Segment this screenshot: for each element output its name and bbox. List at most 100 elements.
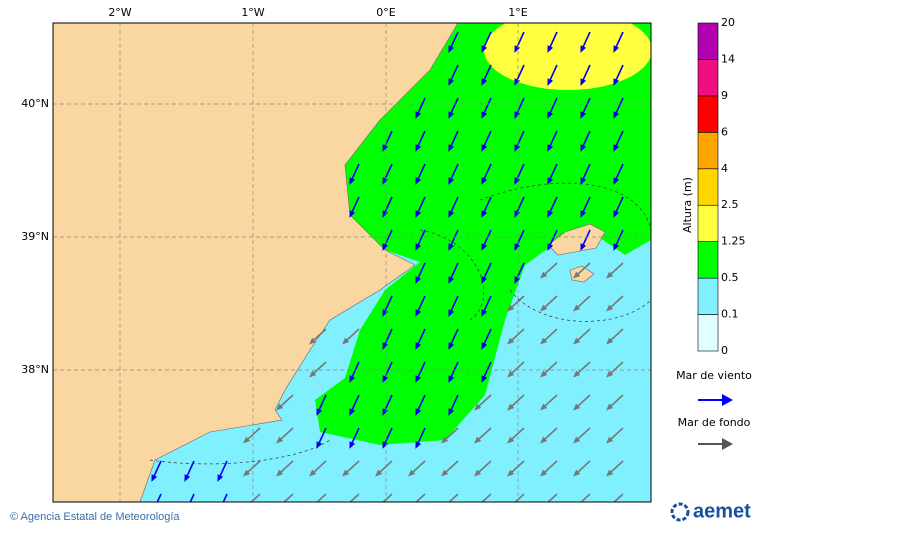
- wave-arrow-head: [276, 503, 283, 510]
- wave-arrow-head: [481, 243, 488, 251]
- wave-arrow-head: [243, 436, 251, 444]
- legend-arrow-head: [722, 394, 733, 406]
- wave-arrow-head: [375, 469, 383, 477]
- wave-arrow: [316, 493, 327, 502]
- wave-arrow-head: [507, 403, 515, 411]
- wave-arrow-head: [243, 503, 250, 510]
- wave-arrow-head: [573, 370, 581, 378]
- wave-arrow-head: [606, 370, 614, 378]
- wave-arrow-head: [382, 342, 389, 350]
- wave-arrow-head: [507, 436, 515, 444]
- wave-arrow-head: [349, 441, 356, 449]
- wave-arrow-head: [507, 370, 515, 378]
- wave-arrow-head: [514, 210, 521, 218]
- wave-arrow-head: [309, 469, 317, 477]
- colorbar-band: [697, 132, 719, 170]
- wave-arrow-head: [613, 111, 620, 119]
- wave-arrow-head: [382, 177, 389, 185]
- wave-arrow: [448, 493, 459, 502]
- wave-arrow-head: [613, 144, 620, 152]
- wave-arrow-head: [151, 474, 158, 482]
- wave-arrow-head: [540, 403, 548, 411]
- wave-arrow-head: [309, 370, 317, 378]
- wave-arrow-head: [309, 337, 317, 345]
- wave-arrow: [222, 493, 228, 502]
- colorbar-band: [697, 168, 719, 206]
- wave-arrow-head: [382, 441, 389, 449]
- wave-arrow-head: [448, 111, 455, 119]
- wave-arrow-head: [184, 474, 191, 482]
- wave-arrow-head: [415, 276, 422, 284]
- wave-arrow-head: [382, 210, 389, 218]
- wave-arrow-head: [474, 403, 482, 411]
- wave-arrow-head: [613, 210, 620, 218]
- wave-arrow-head: [349, 210, 356, 218]
- wave-arrow-head: [382, 375, 389, 383]
- wave-arrow-head: [580, 210, 587, 218]
- wave-arrow-head: [217, 507, 223, 515]
- wave-arrow-head: [573, 304, 581, 312]
- wave-arrow-head: [507, 503, 514, 510]
- wave-arrow-head: [309, 503, 316, 510]
- wave-arrow-head: [342, 469, 350, 477]
- wave-arrow-head: [481, 144, 488, 152]
- map-frame: [52, 22, 652, 503]
- wave-arrow-head: [448, 210, 455, 218]
- wave-arrow: [283, 493, 294, 502]
- moderate-sea: [315, 23, 651, 445]
- lat-label: 39°N: [21, 230, 49, 243]
- wave-arrow-head: [408, 469, 416, 477]
- lon-label: 2°W: [108, 6, 131, 19]
- wave-arrow-head: [580, 78, 587, 86]
- colorbar-label: 14: [721, 52, 735, 65]
- wave-arrow-head: [375, 503, 382, 510]
- wave-arrow-head: [613, 78, 620, 86]
- wave-arrow-head: [382, 309, 389, 317]
- wave-arrow-head: [507, 304, 515, 312]
- wave-arrow-head: [514, 144, 521, 152]
- wave-arrow-head: [415, 210, 422, 218]
- wave-arrow-head: [448, 309, 455, 317]
- logo-mark: [670, 502, 690, 522]
- legend-label: Mar de fondo: [678, 416, 751, 429]
- wave-arrow-head: [349, 408, 356, 416]
- wave-arrow-head: [507, 337, 515, 345]
- wave-arrow-head: [606, 337, 614, 345]
- wave-arrow-head: [507, 469, 515, 477]
- wave-arrow-head: [316, 441, 323, 449]
- wave-arrow: [382, 493, 393, 502]
- wave-arrow-head: [448, 78, 455, 86]
- colorbar-band: [697, 241, 719, 279]
- wave-arrow: [514, 493, 525, 502]
- colorbar-label: 0.1: [721, 308, 739, 321]
- wave-arrow-head: [573, 503, 580, 510]
- colorbar-label: 20: [721, 16, 735, 29]
- wave-arrow-head: [349, 375, 356, 383]
- wave-arrow-head: [448, 276, 455, 284]
- wave-arrow-head: [481, 78, 488, 86]
- colorbar-band: [697, 22, 719, 60]
- wave-arrow-head: [474, 503, 481, 510]
- wave-arrow-head: [474, 436, 482, 444]
- legend-label: Mar de viento: [676, 369, 752, 382]
- wave-arrow-head: [547, 177, 554, 185]
- wave-arrow-head: [342, 503, 349, 510]
- arrows: [151, 31, 624, 515]
- wave-arrow-head: [580, 144, 587, 152]
- wave-arrow-head: [415, 408, 422, 416]
- wave-arrow-head: [448, 144, 455, 152]
- map: [53, 23, 651, 515]
- colorbar-label: 4: [721, 162, 728, 175]
- wave-arrow-head: [514, 111, 521, 119]
- wave-arrow-head: [481, 210, 488, 218]
- wave-arrow-head: [448, 342, 455, 350]
- colorbar-label: 9: [721, 89, 728, 102]
- wave-arrow: [156, 493, 162, 502]
- graticule: 2°W 1°W 0°E 1°E 40°N 39°N 38°N: [21, 6, 651, 502]
- wave-arrow-head: [448, 45, 455, 53]
- colorbar-band: [697, 95, 719, 133]
- wave-arrow-head: [441, 503, 448, 510]
- wave-arrow-head: [613, 177, 620, 185]
- wave-arrow-head: [415, 441, 422, 449]
- wave-arrow-head: [276, 403, 284, 411]
